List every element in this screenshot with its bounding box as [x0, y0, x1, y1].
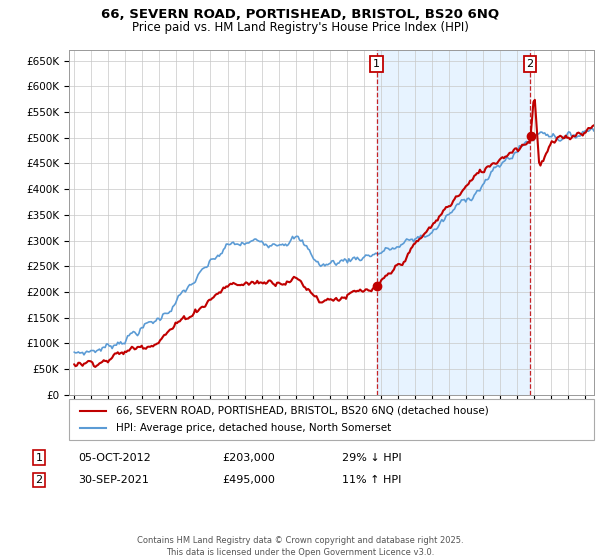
Text: 30-SEP-2021: 30-SEP-2021: [78, 475, 149, 485]
Text: 05-OCT-2012: 05-OCT-2012: [78, 452, 151, 463]
Text: Contains HM Land Registry data © Crown copyright and database right 2025.
This d: Contains HM Land Registry data © Crown c…: [137, 536, 463, 557]
Text: 66, SEVERN ROAD, PORTISHEAD, BRISTOL, BS20 6NQ: 66, SEVERN ROAD, PORTISHEAD, BRISTOL, BS…: [101, 8, 499, 21]
Text: 66, SEVERN ROAD, PORTISHEAD, BRISTOL, BS20 6NQ (detached house): 66, SEVERN ROAD, PORTISHEAD, BRISTOL, BS…: [116, 405, 489, 416]
Text: 29% ↓ HPI: 29% ↓ HPI: [342, 452, 401, 463]
Text: £495,000: £495,000: [222, 475, 275, 485]
FancyBboxPatch shape: [69, 399, 594, 440]
Text: 11% ↑ HPI: 11% ↑ HPI: [342, 475, 401, 485]
Text: 2: 2: [527, 59, 533, 69]
Text: Price paid vs. HM Land Registry's House Price Index (HPI): Price paid vs. HM Land Registry's House …: [131, 21, 469, 34]
Text: 1: 1: [35, 452, 43, 463]
Text: 2: 2: [35, 475, 43, 485]
Text: £203,000: £203,000: [222, 452, 275, 463]
Text: HPI: Average price, detached house, North Somerset: HPI: Average price, detached house, Nort…: [116, 423, 392, 433]
Bar: [377, 50, 530, 395]
Text: 1: 1: [373, 59, 380, 69]
